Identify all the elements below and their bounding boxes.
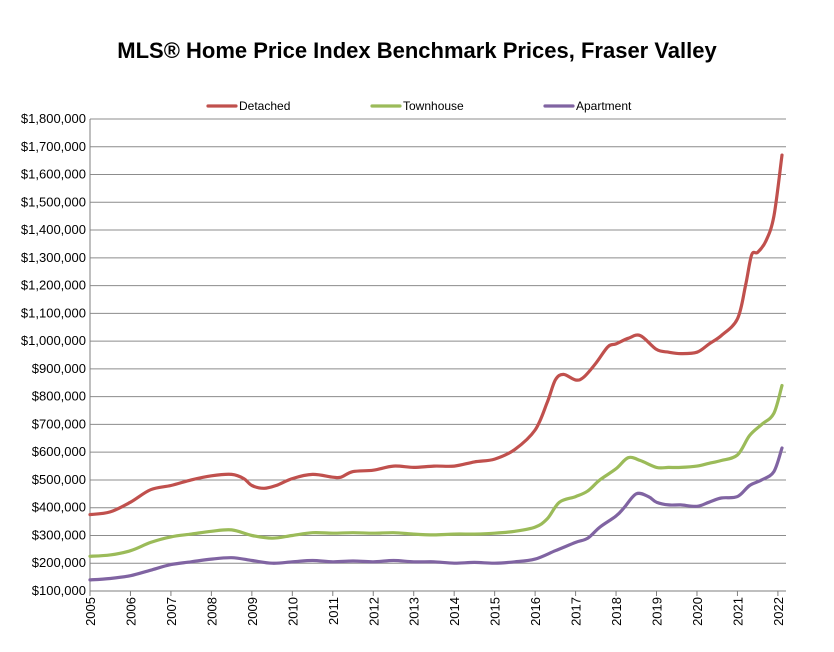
y-tick-labels: $100,000 $200,000 $300,000 $400,000 $500,000… bbox=[21, 111, 86, 598]
chart-title: MLS® Home Price Index Benchmark Prices, … bbox=[117, 38, 717, 63]
x-tick-label: 2018 bbox=[609, 597, 624, 626]
x-tick-label: 2014 bbox=[447, 597, 462, 626]
y-tick-label: $1,100,000 bbox=[21, 305, 86, 320]
legend-label-apartment: Apartment bbox=[576, 99, 632, 113]
y-tick-label: $700,000 bbox=[32, 416, 86, 431]
x-tick-label: 2022 bbox=[771, 597, 786, 626]
axes bbox=[89, 119, 786, 596]
x-tick-label: 2020 bbox=[690, 597, 705, 626]
series-line-apartment bbox=[88, 446, 784, 582]
y-tick-label: $1,800,000 bbox=[21, 111, 86, 126]
y-tick-label: $1,000,000 bbox=[21, 333, 86, 348]
y-tick-label: $100,000 bbox=[32, 583, 86, 598]
x-tick-label: 2017 bbox=[569, 597, 584, 626]
x-tick-label: 2019 bbox=[650, 597, 665, 626]
y-tick-label: $600,000 bbox=[32, 444, 86, 459]
y-tick-label: $1,400,000 bbox=[21, 222, 86, 237]
y-tick-label: $900,000 bbox=[32, 361, 86, 376]
x-tick-label: 2021 bbox=[730, 597, 745, 626]
x-tick-label: 2013 bbox=[407, 597, 422, 626]
x-tick-label: 2006 bbox=[123, 597, 138, 626]
x-tick-label: 2007 bbox=[164, 597, 179, 626]
x-tick-label: 2008 bbox=[204, 597, 219, 626]
x-tick-label: 2015 bbox=[488, 597, 503, 626]
y-tick-label: $300,000 bbox=[32, 527, 86, 542]
x-tick-labels: 2005 2006 2007 2008 2009 2010 2011 2012 2013 2014… bbox=[83, 597, 786, 626]
y-tick-label: $1,600,000 bbox=[21, 167, 86, 182]
gridlines bbox=[90, 118, 786, 592]
y-tick-label: $400,000 bbox=[32, 500, 86, 515]
y-tick-label: $1,700,000 bbox=[21, 139, 86, 154]
x-tick-label: 2009 bbox=[245, 597, 260, 626]
y-tick-label: $1,500,000 bbox=[21, 194, 86, 209]
x-tick-label: 2016 bbox=[528, 597, 543, 626]
legend-label-detached: Detached bbox=[239, 99, 290, 113]
legend: Detached Townhouse Apartment bbox=[206, 99, 632, 113]
series-line-detached bbox=[88, 153, 784, 517]
series-line-townhouse bbox=[88, 383, 784, 558]
x-tick-label: 2005 bbox=[83, 597, 98, 626]
y-tick-label: $200,000 bbox=[32, 555, 86, 570]
x-tick-label: 2011 bbox=[326, 597, 341, 625]
y-tick-label: $1,300,000 bbox=[21, 250, 86, 265]
x-tick-label: 2012 bbox=[366, 597, 381, 626]
legend-label-townhouse: Townhouse bbox=[403, 99, 464, 113]
y-tick-label: $800,000 bbox=[32, 389, 86, 404]
y-tick-label: $1,200,000 bbox=[21, 278, 86, 293]
x-tick-label: 2010 bbox=[285, 597, 300, 626]
y-tick-label: $500,000 bbox=[32, 472, 86, 487]
series-lines bbox=[88, 153, 784, 582]
